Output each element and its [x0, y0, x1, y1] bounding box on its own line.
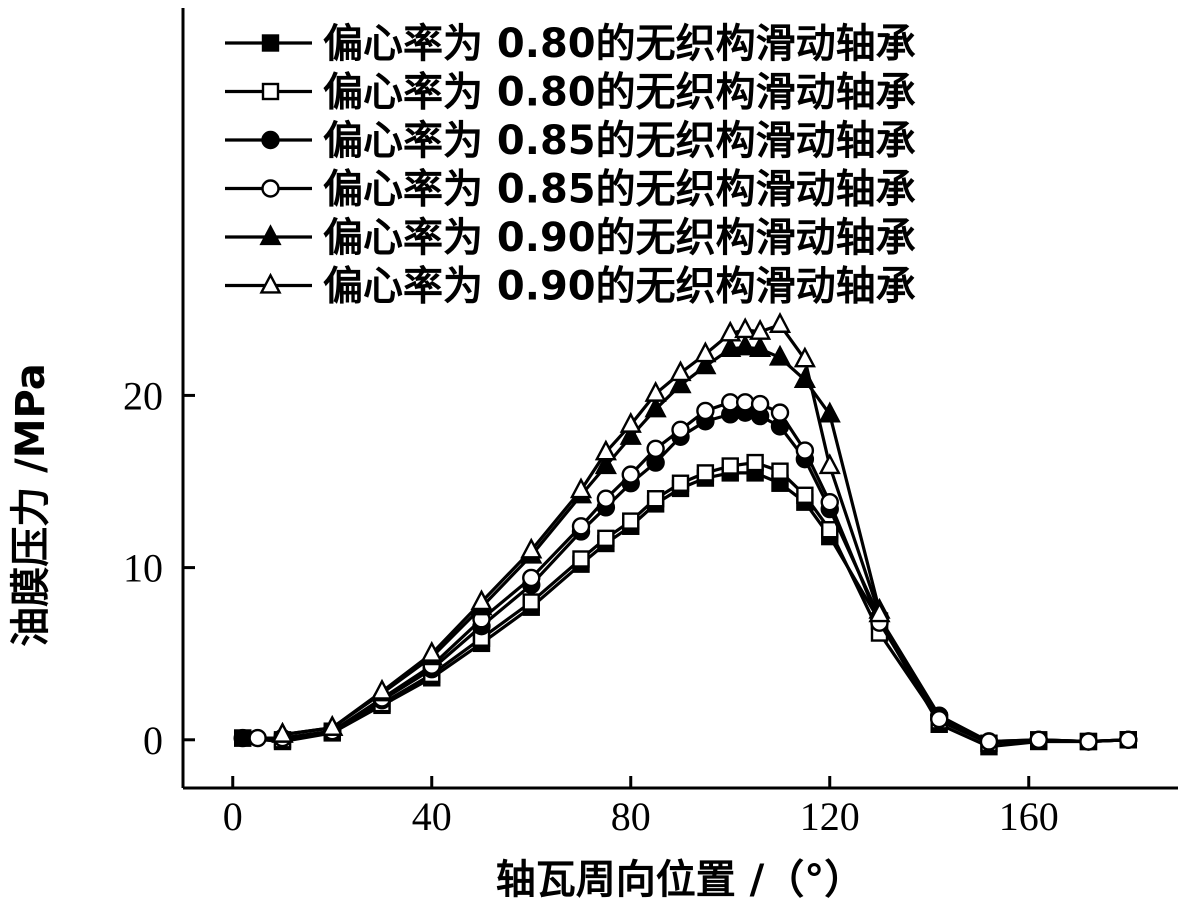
legend-label: 偏心率为 0.80的无织构滑动轴承	[323, 70, 916, 116]
x-tick-label: 0	[223, 794, 243, 839]
data-point	[1119, 730, 1138, 749]
data-point	[597, 529, 615, 548]
data-point	[671, 420, 690, 440]
data-point	[749, 336, 772, 358]
data-point	[621, 465, 640, 484]
data-point	[622, 512, 640, 530]
data-point	[522, 568, 541, 588]
data-point	[749, 318, 772, 340]
ticks: 0 40 80 120 160 0 10 20	[123, 373, 1059, 839]
axes	[181, 8, 1178, 790]
data-point	[646, 439, 665, 458]
y-tick-label: 20	[123, 373, 163, 418]
data-point	[233, 728, 252, 748]
y-tick-label: 0	[143, 718, 163, 763]
data-point	[768, 344, 792, 366]
data-point	[619, 423, 642, 445]
data-point	[768, 312, 792, 333]
data-point	[771, 462, 789, 480]
data-point	[1029, 730, 1048, 749]
legend-marker	[261, 34, 280, 52]
data-point	[522, 593, 540, 611]
legend-item: 偏心率为 0.90的无织构滑动轴承	[225, 264, 916, 310]
data-point	[694, 341, 717, 363]
data-point	[669, 360, 692, 382]
data-point	[420, 640, 443, 662]
data-point	[734, 317, 757, 339]
data-point	[596, 489, 616, 508]
series-6	[271, 312, 891, 743]
data-point	[594, 439, 617, 461]
data-point	[520, 537, 543, 559]
legend-marker	[261, 130, 280, 150]
data-point	[669, 372, 692, 394]
legend-item: 偏心率为 0.80的无织构滑动轴承	[225, 21, 916, 67]
data-point	[868, 601, 891, 623]
data-point	[793, 346, 816, 368]
data-point	[571, 517, 591, 536]
y-axis-title: 油膜压力 /MPa	[8, 363, 54, 647]
data-point	[750, 394, 770, 414]
data-point	[644, 396, 667, 418]
data-point	[696, 401, 715, 421]
data-point	[820, 492, 839, 512]
legend-item: 偏心率为 0.85的无织构滑动轴承	[225, 167, 916, 213]
data-point	[321, 714, 344, 736]
data-point	[248, 728, 267, 748]
data-point	[646, 490, 665, 508]
data-point	[821, 521, 839, 539]
data-point	[734, 334, 757, 356]
legend-marker	[259, 272, 282, 294]
legend-item: 偏心率为 0.90的无织构滑动轴承	[225, 215, 916, 261]
legend-marker	[259, 224, 282, 246]
data-point	[735, 393, 755, 412]
legend-label: 偏心率为 0.90的无织构滑动轴承	[323, 264, 916, 310]
data-point	[818, 401, 841, 423]
data-point	[719, 320, 742, 342]
legend-marker	[261, 179, 280, 198]
data-point	[930, 709, 949, 729]
data-point	[694, 353, 717, 375]
legend-label: 偏心率为 0.80的无织构滑动轴承	[323, 21, 916, 67]
data-point	[572, 550, 590, 568]
data-point	[671, 474, 690, 492]
data-point	[796, 486, 814, 504]
legend-label: 偏心率为 0.85的无织构滑动轴承	[323, 118, 916, 164]
data-point	[370, 678, 394, 700]
data-point	[271, 721, 294, 743]
data-point	[1079, 732, 1098, 751]
data-point	[721, 393, 740, 412]
data-point	[721, 457, 739, 475]
series-3	[233, 403, 1138, 751]
legend-marker	[261, 82, 280, 101]
legend-item: 偏心率为 0.85的无织构滑动轴承	[225, 118, 916, 164]
legend-label: 偏心率为 0.90的无织构滑动轴承	[323, 215, 916, 261]
data-point	[979, 732, 999, 751]
data-point	[719, 336, 742, 358]
data-point	[818, 453, 841, 475]
data-point	[594, 453, 617, 475]
data-point	[696, 464, 715, 482]
data-point	[795, 441, 815, 460]
data-point	[619, 411, 642, 433]
series-line	[282, 345, 882, 737]
x-tick-label: 120	[800, 794, 860, 839]
data-point	[569, 477, 593, 499]
legend-item: 偏心率为 0.80的无织构滑动轴承	[225, 70, 916, 116]
y-tick-label: 10	[123, 546, 163, 591]
x-axis-title: 轴瓦周向位置 /（°）	[496, 857, 865, 903]
data-point	[770, 403, 790, 422]
data-point	[644, 380, 667, 402]
legend-label: 偏心率为 0.85的无织构滑动轴承	[323, 167, 916, 213]
x-tick-label: 160	[999, 794, 1059, 839]
data-point	[470, 589, 493, 611]
x-tick-label: 40	[412, 794, 452, 839]
data-point	[746, 453, 764, 472]
series-group	[233, 312, 1138, 756]
x-tick-label: 80	[611, 794, 651, 839]
